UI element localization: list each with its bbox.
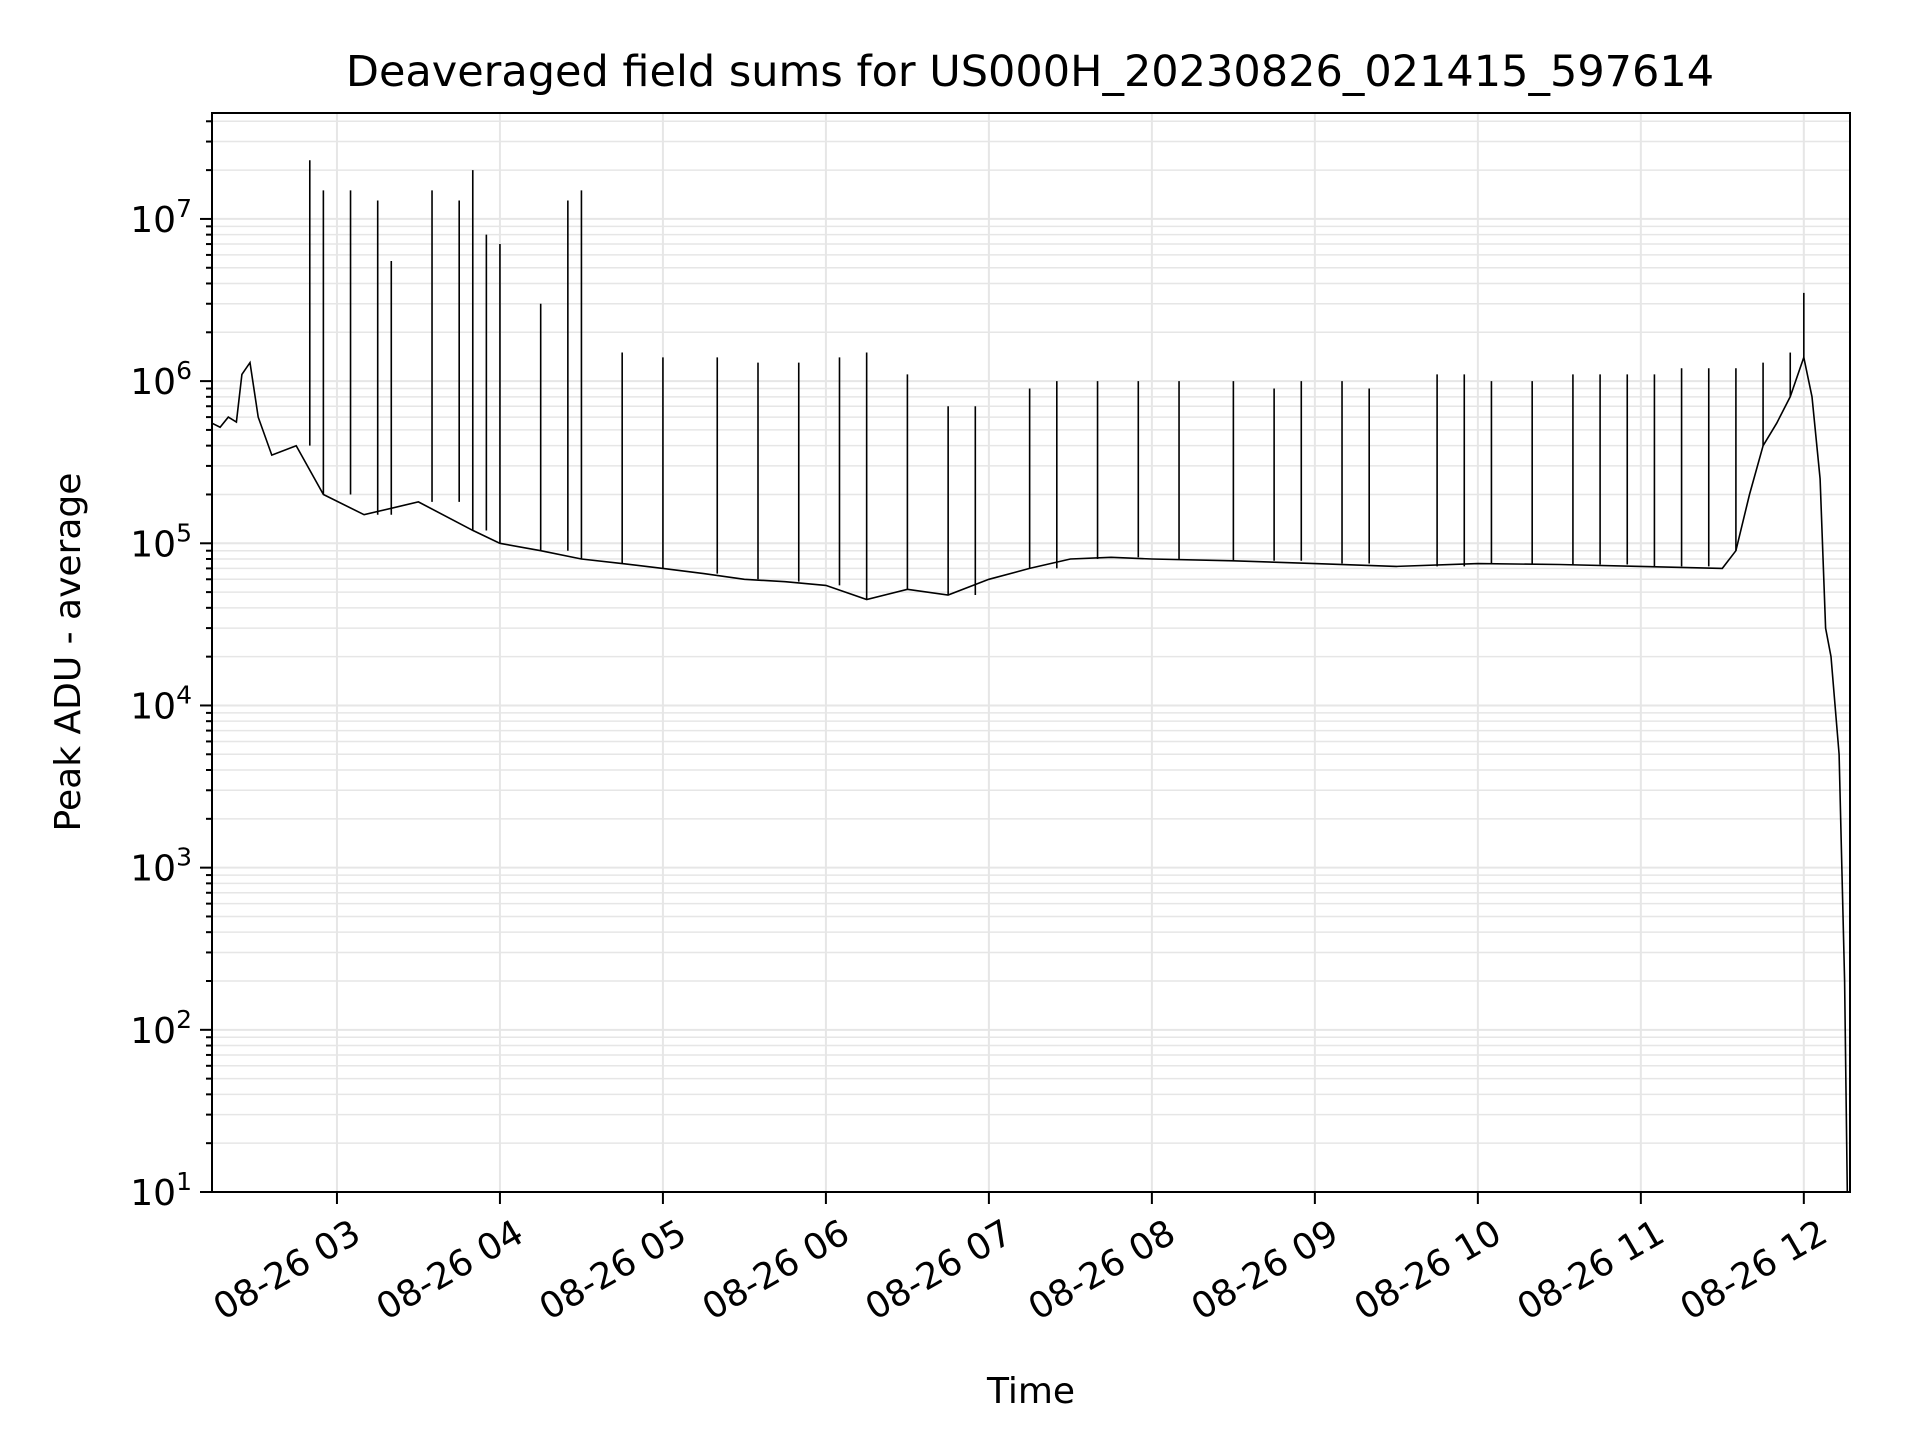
chart-title: Deaveraged field sums for US000H_2023082…: [346, 47, 1714, 97]
y-tick-label-base: 10: [130, 849, 176, 890]
x-axis: 08-26 03 08-26 04 08-26 05 08-26 06 08-26 07…: [207, 1192, 1835, 1329]
y-tick-label-base: 10: [130, 686, 176, 727]
y-tick-label: 101: [130, 1167, 192, 1214]
y-tick-label-base: 10: [130, 1173, 176, 1214]
y-tick-label-base: 10: [130, 200, 176, 241]
y-tick-label-exponent: 6: [176, 356, 192, 385]
x-tick-label: 08-26 05: [533, 1212, 694, 1328]
y-tick-label-exponent: 4: [176, 680, 192, 709]
y-tick-label: 103: [130, 843, 192, 890]
x-tick-label: 08-26 10: [1348, 1212, 1509, 1328]
plot-frame: [211, 112, 1851, 1193]
series-line: [211, 160, 1849, 1193]
x-tick-label: 08-26 03: [207, 1212, 368, 1328]
x-tick-label: 08-26 12: [1674, 1212, 1835, 1328]
series-path: [211, 354, 1849, 1193]
y-tick-label-exponent: 5: [176, 518, 192, 547]
x-tick-label: 08-26 09: [1185, 1212, 1346, 1328]
y-tick-label: 102: [130, 1005, 192, 1052]
y-axis-label: Peak ADU - average: [48, 473, 89, 832]
x-tick-label: 08-26 04: [370, 1212, 531, 1328]
x-tick-label: 08-26 08: [1022, 1212, 1183, 1328]
x-axis-label: Time: [986, 1371, 1075, 1412]
y-tick-label: 107: [130, 194, 192, 241]
x-tick-label: 08-26 07: [859, 1212, 1020, 1328]
x-tick-label: 08-26 11: [1511, 1212, 1672, 1328]
y-tick-label-exponent: 1: [176, 1167, 192, 1196]
y-tick-label-base: 10: [130, 1011, 176, 1052]
x-tick-label: 08-26 06: [696, 1212, 857, 1328]
y-tick-label-base: 10: [130, 524, 176, 565]
y-tick-label: 106: [130, 356, 192, 403]
grid: [212, 113, 1850, 1193]
y-tick-label-exponent: 2: [176, 1005, 192, 1034]
y-tick-label-base: 10: [130, 362, 176, 403]
y-tick-label: 104: [130, 680, 192, 727]
y-tick-label-exponent: 3: [176, 843, 192, 872]
y-tick-label: 105: [130, 518, 192, 565]
y-tick-label-exponent: 7: [176, 194, 192, 223]
